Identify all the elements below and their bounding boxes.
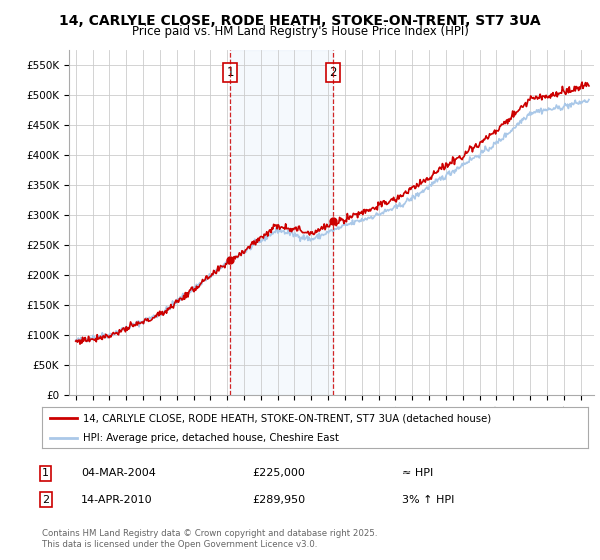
Text: ≈ HPI: ≈ HPI xyxy=(402,468,433,478)
Text: Contains HM Land Registry data © Crown copyright and database right 2025.
This d: Contains HM Land Registry data © Crown c… xyxy=(42,529,377,549)
Text: 14, CARLYLE CLOSE, RODE HEATH, STOKE-ON-TRENT, ST7 3UA: 14, CARLYLE CLOSE, RODE HEATH, STOKE-ON-… xyxy=(59,14,541,28)
Text: £225,000: £225,000 xyxy=(252,468,305,478)
Text: 2: 2 xyxy=(42,494,49,505)
Text: HPI: Average price, detached house, Cheshire East: HPI: Average price, detached house, Ches… xyxy=(83,433,339,443)
Text: 1: 1 xyxy=(42,468,49,478)
Text: 04-MAR-2004: 04-MAR-2004 xyxy=(81,468,156,478)
Text: 3% ↑ HPI: 3% ↑ HPI xyxy=(402,494,454,505)
Text: 14, CARLYLE CLOSE, RODE HEATH, STOKE-ON-TRENT, ST7 3UA (detached house): 14, CARLYLE CLOSE, RODE HEATH, STOKE-ON-… xyxy=(83,413,491,423)
Text: Price paid vs. HM Land Registry's House Price Index (HPI): Price paid vs. HM Land Registry's House … xyxy=(131,25,469,38)
Text: 2: 2 xyxy=(329,66,337,79)
Text: £289,950: £289,950 xyxy=(252,494,305,505)
Text: 14-APR-2010: 14-APR-2010 xyxy=(81,494,152,505)
Bar xyxy=(230,50,333,395)
Text: 1: 1 xyxy=(226,66,234,79)
